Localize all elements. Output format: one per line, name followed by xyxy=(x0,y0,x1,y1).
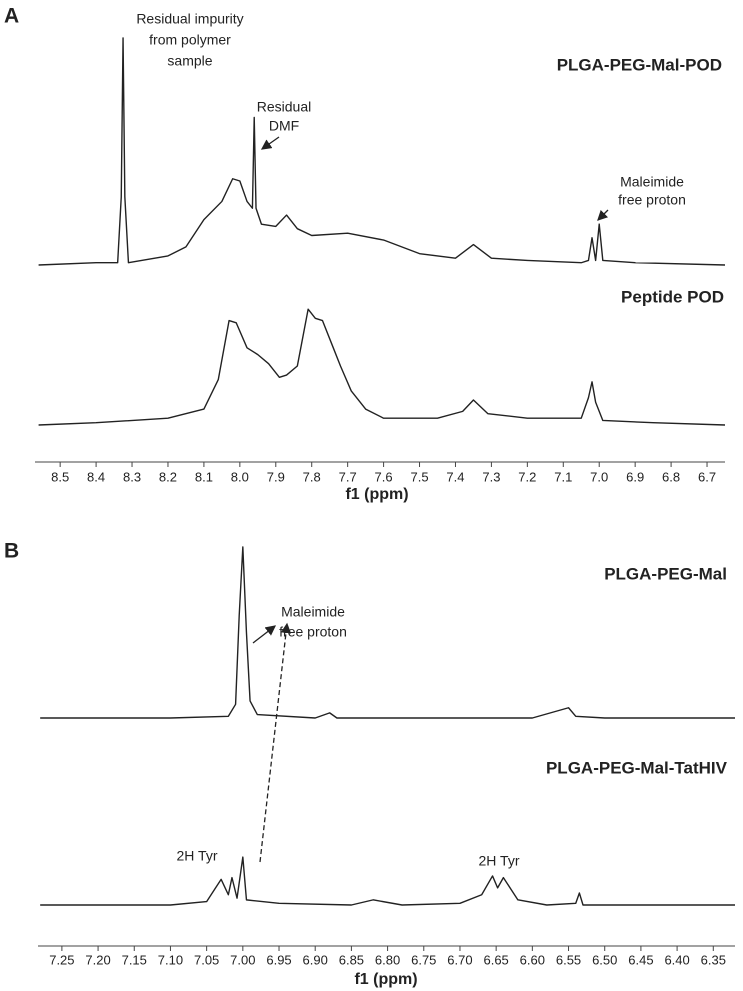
x-tick-label: 7.00 xyxy=(230,952,255,967)
annotation: Maleimide xyxy=(281,604,345,620)
series-label: Peptide POD xyxy=(621,287,724,306)
x-tick-label: 6.8 xyxy=(662,469,680,484)
x-tick-label: 6.75 xyxy=(411,952,436,967)
annotation: Residual impurity xyxy=(136,11,243,27)
arrow xyxy=(252,625,277,644)
x-tick-label: 7.20 xyxy=(85,952,110,967)
x-tick-label: 7.9 xyxy=(267,469,285,484)
x-tick-label: 8.3 xyxy=(123,469,141,484)
x-tick-label: 6.65 xyxy=(483,952,508,967)
panel-label: A xyxy=(4,5,19,28)
series-label: PLGA-PEG-Mal-POD xyxy=(557,55,722,74)
x-tick-label: 6.55 xyxy=(556,952,581,967)
annotation: from polymer xyxy=(149,32,231,48)
x-tick-label: 8.0 xyxy=(231,469,249,484)
spectrum-line xyxy=(38,37,726,266)
x-tick-label: 6.90 xyxy=(303,952,328,967)
arrow xyxy=(259,622,292,863)
x-tick-label: 6.7 xyxy=(698,469,716,484)
x-tick-label: 7.05 xyxy=(194,952,219,967)
x-tick-label: 7.5 xyxy=(410,469,428,484)
x-tick-label: 6.40 xyxy=(664,952,689,967)
x-tick-label: 7.1 xyxy=(554,469,572,484)
x-tick-label: 6.95 xyxy=(266,952,291,967)
x-tick-label: 6.85 xyxy=(339,952,364,967)
annotation: Maleimide xyxy=(620,174,684,190)
x-tick-label: 7.10 xyxy=(158,952,183,967)
annotation: 2H Tyr xyxy=(177,848,218,864)
x-tick-label: 8.4 xyxy=(87,469,105,484)
arrow xyxy=(260,136,280,150)
x-axis-title: f1 (ppm) xyxy=(345,486,408,503)
x-tick-label: 7.4 xyxy=(446,469,464,484)
x-tick-label: 7.3 xyxy=(482,469,500,484)
x-tick-label: 6.80 xyxy=(375,952,400,967)
x-tick-label: 6.9 xyxy=(626,469,644,484)
x-tick-label: 8.1 xyxy=(195,469,213,484)
x-axis-title: f1 (ppm) xyxy=(354,971,417,988)
spectrum-line xyxy=(38,308,726,426)
series-label: PLGA-PEG-Mal xyxy=(604,564,727,583)
x-tick-label: 6.45 xyxy=(628,952,653,967)
x-tick-label: 6.50 xyxy=(592,952,617,967)
x-tick-label: 6.35 xyxy=(701,952,726,967)
spectrum-line xyxy=(40,546,735,719)
x-tick-label: 6.60 xyxy=(520,952,545,967)
x-tick-label: 7.2 xyxy=(518,469,536,484)
x-tick-label: 7.7 xyxy=(339,469,357,484)
x-tick-label: 7.8 xyxy=(303,469,321,484)
x-tick-label: 6.70 xyxy=(447,952,472,967)
annotation: free proton xyxy=(279,624,347,640)
annotation: sample xyxy=(167,53,212,69)
annotation: 2H Tyr xyxy=(479,853,520,869)
series-label: PLGA-PEG-Mal-TatHIV xyxy=(546,758,728,777)
spectrum-line xyxy=(40,856,735,906)
annotation: Residual xyxy=(257,99,311,115)
annotation: DMF xyxy=(269,118,299,134)
x-tick-label: 8.2 xyxy=(159,469,177,484)
x-tick-label: 7.6 xyxy=(375,469,393,484)
panel-label: B xyxy=(4,540,19,563)
x-tick-label: 7.25 xyxy=(49,952,74,967)
annotation: free proton xyxy=(618,192,686,208)
arrow xyxy=(597,209,609,221)
x-tick-label: 7.15 xyxy=(122,952,147,967)
x-tick-label: 8.5 xyxy=(51,469,69,484)
x-tick-label: 7.0 xyxy=(590,469,608,484)
